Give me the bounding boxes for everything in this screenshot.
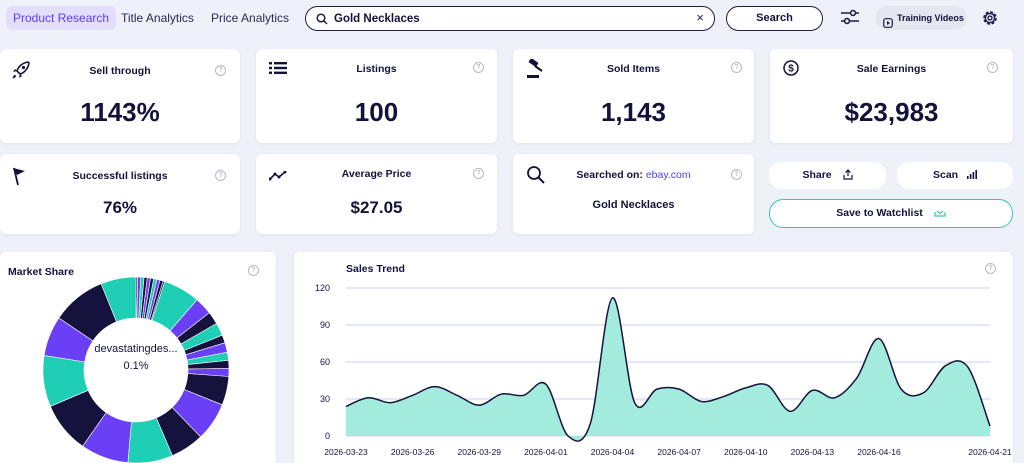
rocket-icon [11,60,31,85]
listings-value: 100 [354,97,399,127]
sold-items-card: Sold Items ? 1,143 [513,49,754,143]
help-icon[interactable]: ? [215,65,226,76]
y-tick-label: 60 [320,357,330,367]
listings-card: Listings ? 100 [256,49,497,143]
sold-items-title: Sold Items [606,63,661,75]
donut-center-label: devastatingdes... [94,343,178,355]
gavel-icon [526,58,546,84]
y-tick-label: 30 [320,394,330,404]
help-icon[interactable]: ? [215,170,226,181]
sell-through-title: Sell through [89,65,151,77]
help-icon[interactable]: ? [985,263,996,274]
search-input[interactable] [334,10,684,27]
x-tick-label: 2026-04-07 [657,447,701,457]
gear-icon[interactable] [981,9,999,32]
searched-on-query: Gold Necklaces [592,199,675,211]
listings-title: Listings [356,63,397,75]
sell-through-card: Sell through ? 1143% [0,49,240,143]
average-price-value: $27.05 [350,198,403,217]
save-to-watchlist-label: Save to Watchlist [836,207,923,219]
average-price-card: Average Price ? $27.05 [256,154,497,234]
x-tick-label: 2026-04-01 [524,447,568,457]
help-icon[interactable]: ? [731,169,742,180]
tab-price-analytics[interactable]: Price Analytics [211,11,290,25]
search-icon [316,12,328,30]
dollar-coin-icon: $ [783,60,799,81]
sold-items-value: 1,143 [600,97,667,127]
help-icon[interactable]: ? [731,62,742,73]
sale-earnings-card: $ Sale Earnings ? $23,983 [770,49,1013,143]
market-share-title: Market Share [8,266,74,278]
help-icon[interactable]: ? [473,168,484,179]
tab-title-analytics[interactable]: Title Analytics [121,11,194,25]
sales-line [345,297,991,442]
y-tick-label: 90 [320,320,330,330]
sales-area [346,297,990,442]
searched-on-heading: Searched on: ebay.com [513,169,754,181]
clear-search-icon[interactable]: × [696,10,704,25]
training-videos-button[interactable]: Training Videos [875,6,967,30]
sales-trend-chart: 0 30 60 90 120 2026-03-23 2026-03-26 2026-03-29… [315,283,1012,457]
video-play-icon [883,13,893,37]
svg-text:$: $ [788,64,794,75]
sale-earnings-title: Sale Earnings [856,63,927,75]
scan-button[interactable]: Scan [897,162,1013,189]
x-tick-label: 2026-03-23 [324,447,368,457]
trend-line-icon [268,168,287,186]
tab-product-research[interactable]: Product Research [6,6,117,30]
x-tick-label: 2026-04-16 [857,447,901,457]
searched-on-card: Searched on: ebay.com ? Gold Necklaces [513,154,754,234]
share-button[interactable]: Share [769,162,886,189]
x-tick-label: 2026-04-10 [724,447,768,457]
sale-earnings-value: $23,983 [844,97,939,127]
scan-label: Scan [932,169,959,181]
save-to-watchlist-button[interactable]: Save to Watchlist [769,199,1013,228]
flag-icon [11,166,27,191]
help-icon[interactable]: ? [987,62,998,73]
x-tick-label: 2026-04-13 [791,447,835,457]
market-share-donut[interactable] [0,252,276,463]
list-icon [269,61,287,80]
help-icon[interactable]: ? [248,265,259,276]
searched-on-label: Searched on: [576,169,643,181]
successful-listings-title: Successful listings [72,170,168,182]
search-icon [526,165,546,190]
donut-center-value: 0.1% [123,360,149,372]
x-tick-label: 2026-04-21 [968,447,1012,457]
sell-through-value: 1143% [80,97,160,127]
y-tick-label: 120 [315,283,330,293]
search-box: × [305,6,715,31]
donut-slice [100,276,137,323]
share-icon [842,164,853,191]
inbox-icon [934,201,946,227]
successful-listings-value: 76% [102,198,138,217]
training-videos-label: Training Videos [897,13,964,23]
sales-trend-title: Sales Trend [346,263,405,275]
x-tick-label: 2026-03-29 [457,447,501,457]
filters-icon[interactable] [840,9,860,30]
y-tick-label: 0 [325,431,330,441]
top-bar: Product Research Title Analytics Price A… [0,0,1024,36]
average-price-title: Average Price [341,168,412,180]
successful-listings-card: Successful listings ? 76% [0,154,240,234]
search-button[interactable]: Search [726,6,823,31]
help-icon[interactable]: ? [473,62,484,73]
x-tick-label: 2026-04-04 [591,447,635,457]
share-label: Share [802,169,832,181]
signal-bars-icon [967,163,978,190]
x-tick-label: 2026-03-26 [391,447,435,457]
searched-on-site-link[interactable]: ebay.com [645,169,691,181]
